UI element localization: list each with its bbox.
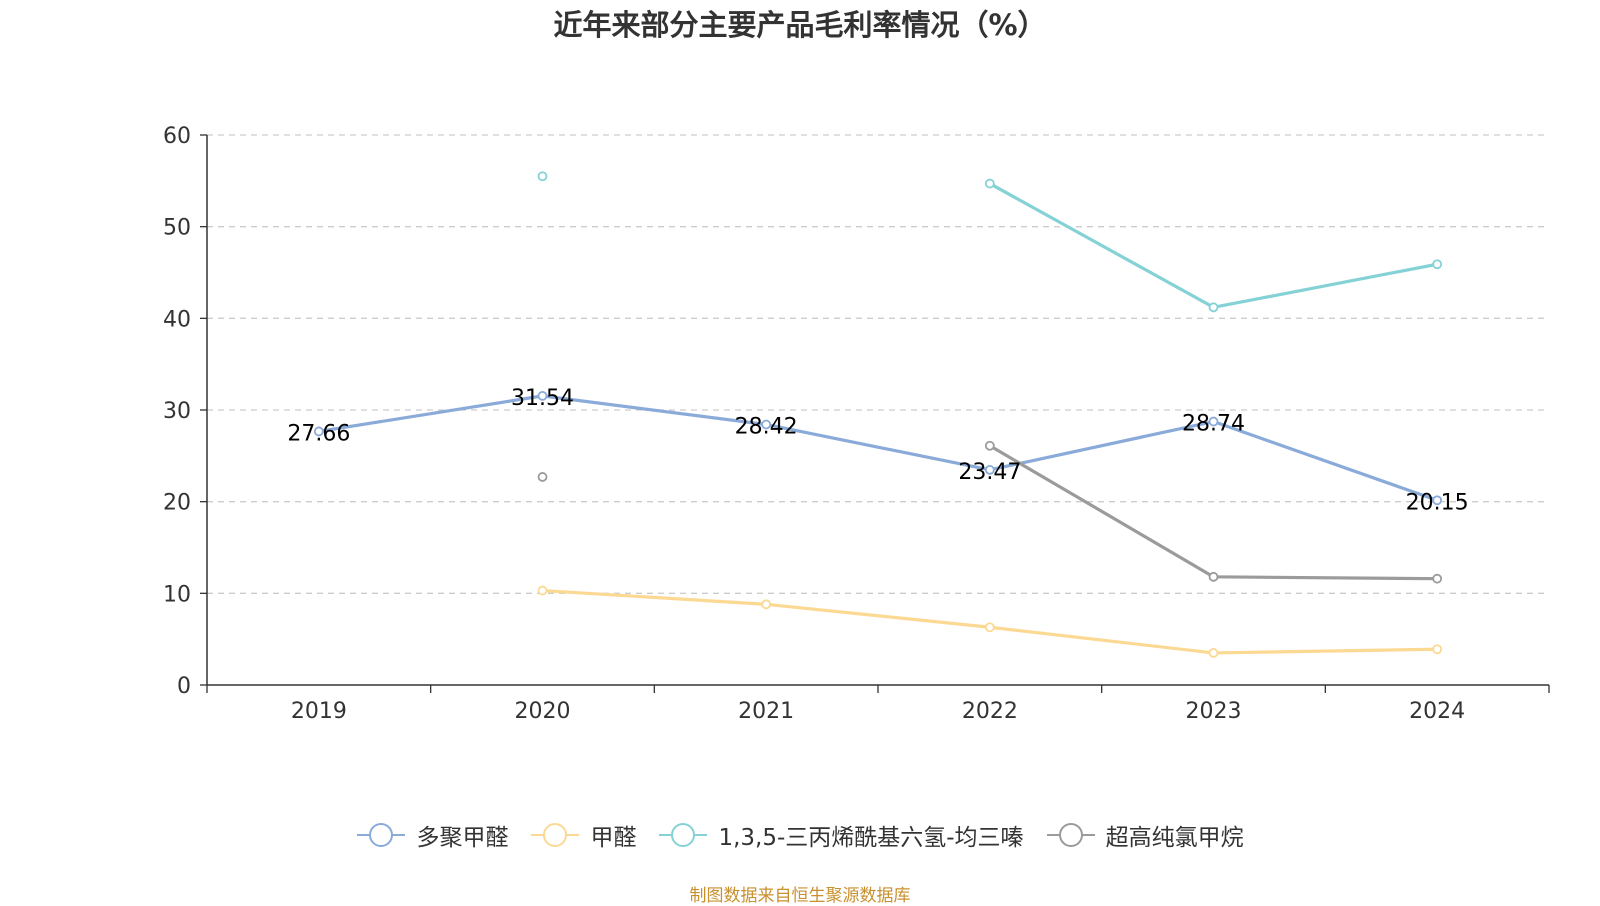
x-tick-label: 2024 <box>1409 699 1465 724</box>
data-point <box>313 426 324 437</box>
legend-circle <box>1058 823 1083 847</box>
legend-label: 1,3,5-三丙烯酰基六氢-均三嗪 <box>718 825 1024 851</box>
data-point <box>984 178 995 189</box>
legend-line-circle-icon <box>531 823 580 847</box>
series-line <box>318 394 1438 502</box>
legend-line-circle-icon <box>659 823 708 847</box>
legend-item[interactable]: 多聚甲醛 <box>356 818 508 852</box>
axes: 0 10 20 30 40 50 60 2019 2020 2021 2022 2023 2024 <box>163 124 1550 724</box>
legend-item[interactable]: 甲醛 <box>530 818 636 852</box>
legend-label: 多聚甲醛 <box>416 825 509 851</box>
legend-label: 甲醛 <box>590 825 637 851</box>
x-tick-label: 2023 <box>1186 699 1242 724</box>
y-tick-label: 30 <box>163 399 191 424</box>
y-tick-label: 0 <box>177 674 191 699</box>
y-tick-label: 10 <box>163 582 191 607</box>
y-tick-label: 20 <box>163 491 191 516</box>
legend-circle <box>369 823 394 847</box>
data-point <box>1208 571 1219 582</box>
data-point <box>537 472 548 482</box>
data-point <box>1432 573 1443 584</box>
data-point <box>1208 648 1219 658</box>
x-tick-label: 2022 <box>962 699 1018 724</box>
series-3 <box>537 171 1443 313</box>
data-label: 28.74 <box>1182 412 1245 437</box>
data-point <box>761 599 772 610</box>
y-tick-label: 60 <box>163 124 191 149</box>
data-point <box>984 464 995 475</box>
y-tick-label: 40 <box>163 307 191 332</box>
legend-circle <box>543 823 568 847</box>
data-label: 28.42 <box>735 414 798 439</box>
data-point <box>984 440 995 451</box>
data-label: 20.15 <box>1406 490 1469 515</box>
data-label: 31.54 <box>511 386 574 411</box>
series-2 <box>537 585 1443 658</box>
legend: 多聚甲醛 甲醛 1,3,5-三丙烯酰基六氢-均三嗪 超高纯氯甲烷 <box>0 818 1600 852</box>
series-4 <box>537 440 1443 584</box>
data-point <box>1432 495 1443 506</box>
legend-circle <box>671 823 696 847</box>
data-label: 27.66 <box>287 421 350 446</box>
source-note: 制图数据来自恒生聚源数据库 <box>689 886 911 906</box>
series-1 <box>313 390 1443 506</box>
data-point <box>1208 302 1219 313</box>
data-point <box>761 419 772 430</box>
x-tick-label: 2019 <box>291 699 347 724</box>
series-lines <box>313 171 1443 658</box>
line-chart: 0 10 20 30 40 50 60 2019 2020 2021 2022 2023 2024 27… <box>163 124 1550 724</box>
grid-lines <box>207 134 1549 594</box>
legend-label: 超高纯氯甲烷 <box>1105 825 1244 851</box>
y-tick-label: 50 <box>163 216 191 241</box>
data-labels: 27.66 31.54 28.42 23.47 28.74 20.15 <box>287 386 1468 515</box>
data-label: 23.47 <box>958 460 1021 485</box>
legend-line-circle-icon <box>1046 823 1095 847</box>
data-point <box>537 585 548 596</box>
x-tick-label: 2020 <box>515 699 571 724</box>
data-point <box>537 390 548 401</box>
x-tick-label: 2021 <box>738 699 794 724</box>
data-point <box>1432 259 1443 270</box>
legend-item[interactable]: 超高纯氯甲烷 <box>1046 818 1244 852</box>
data-point <box>537 171 548 182</box>
data-point <box>1208 416 1219 427</box>
chart-title: 近年来部分主要产品毛利率情况（%） <box>553 8 1047 42</box>
data-point <box>1432 644 1443 655</box>
legend-line-circle-icon <box>357 823 406 847</box>
legend-item[interactable]: 1,3,5-三丙烯酰基六氢-均三嗪 <box>658 818 1024 852</box>
series-line <box>542 588 1438 655</box>
series-line <box>989 182 1438 309</box>
series-line <box>989 444 1438 581</box>
data-point <box>984 622 995 633</box>
